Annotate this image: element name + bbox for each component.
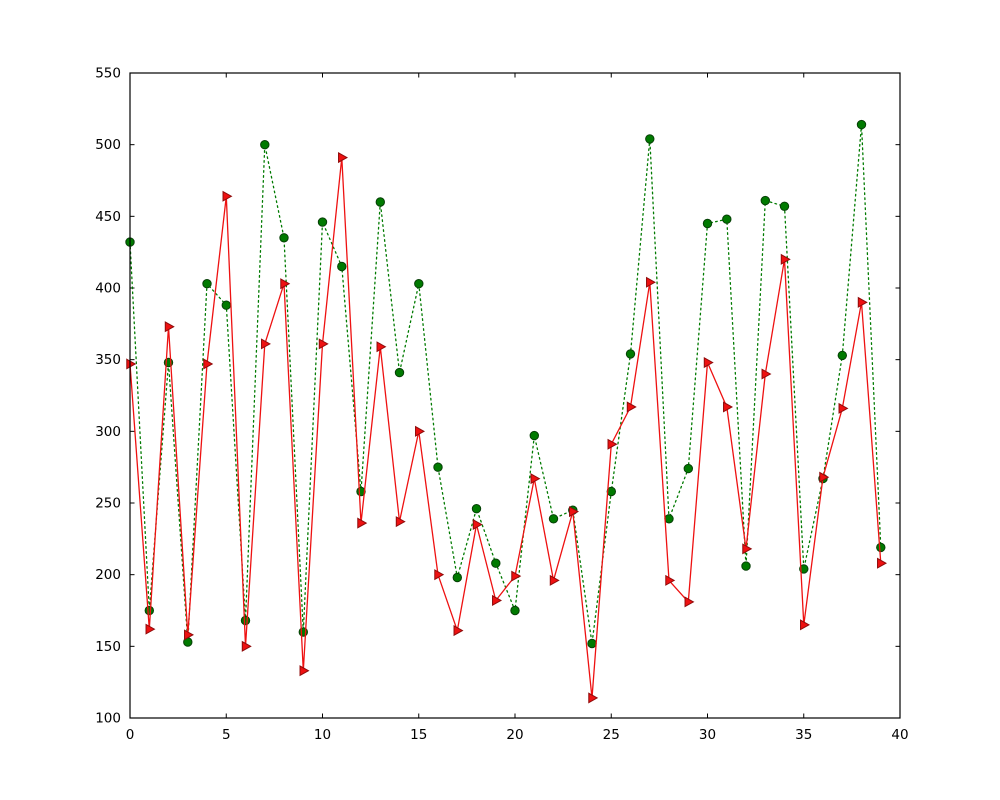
green-dotted-circles-line xyxy=(129,123,882,645)
plot-frame xyxy=(129,72,901,719)
green-dotted-circles-marker xyxy=(664,514,674,524)
red-solid-triangles-marker xyxy=(684,596,695,608)
green-dotted-circles-marker xyxy=(760,195,770,206)
x-tick-label: 35 xyxy=(795,727,812,743)
red-solid-triangles-marker xyxy=(434,569,445,581)
x-tick-label: 25 xyxy=(603,727,620,743)
y-tick-label: 250 xyxy=(95,496,121,512)
green-dotted-circles-marker xyxy=(260,140,270,150)
red-solid-triangles-marker xyxy=(376,341,387,353)
x-tick-label: 40 xyxy=(891,727,908,743)
green-dotted-circles-marker xyxy=(741,561,751,571)
y-tick-label: 200 xyxy=(95,567,121,583)
green-dotted-circles-marker xyxy=(837,350,847,361)
x-tick-label: 0 xyxy=(126,727,135,743)
red-solid-triangles-marker xyxy=(780,253,791,265)
red-solid-triangles-marker xyxy=(549,574,560,586)
y-tick-label: 300 xyxy=(95,424,121,440)
red-solid-triangles-marker xyxy=(703,357,714,369)
green-dotted-circles-marker xyxy=(587,638,597,649)
x-tick-label: 5 xyxy=(222,727,231,743)
green-dotted-circles-marker xyxy=(202,279,212,289)
green-dotted-circles-marker xyxy=(317,217,328,227)
green-dotted-circles-marker xyxy=(799,564,809,574)
red-solid-triangles-marker xyxy=(184,629,194,641)
green-dotted-circles-marker xyxy=(414,279,424,289)
red-solid-triangles-marker xyxy=(164,321,175,333)
red-solid-triangles-marker xyxy=(607,438,618,450)
red-solid-triangles-marker xyxy=(318,338,329,350)
green-dotted-circles-marker xyxy=(394,367,405,378)
green-dotted-circles-marker xyxy=(625,349,636,359)
green-dotted-circles-marker xyxy=(433,462,443,472)
green-dotted-circles-marker xyxy=(529,430,539,441)
red-solid-triangles-marker xyxy=(492,594,502,606)
green-dotted-circles-marker xyxy=(683,463,693,474)
red-solid-triangles-marker xyxy=(761,368,772,380)
x-tick-label: 10 xyxy=(314,727,331,743)
green-dotted-circles-marker xyxy=(279,233,289,243)
green-dotted-circles-marker xyxy=(645,134,655,144)
green-dotted-circles-marker xyxy=(702,218,713,229)
green-dotted-circles-marker xyxy=(722,214,732,224)
red-solid-triangles-marker xyxy=(299,665,310,677)
red-solid-triangles-marker xyxy=(126,358,137,370)
green-dotted-circles-marker xyxy=(144,605,155,616)
red-solid-triangles-marker xyxy=(819,471,830,483)
x-tick-label: 20 xyxy=(506,727,523,743)
red-solid-triangles-marker xyxy=(800,619,810,631)
y-tick-label: 350 xyxy=(95,352,121,368)
y-tick-label: 400 xyxy=(95,281,121,297)
red-solid-triangles-marker xyxy=(261,338,271,350)
red-solid-triangles-marker xyxy=(472,518,483,531)
green-dotted-circles-marker xyxy=(337,261,347,272)
y-tick-label: 150 xyxy=(95,639,121,655)
green-dotted-circles-marker xyxy=(375,197,385,207)
red-solid-triangles-marker xyxy=(626,401,637,413)
red-solid-triangles-marker xyxy=(415,425,425,437)
x-tick-label: 30 xyxy=(699,727,716,743)
red-solid-triangles-marker xyxy=(203,358,214,370)
green-dotted-circles-marker xyxy=(779,201,790,212)
green-dotted-circles-marker xyxy=(548,514,559,524)
green-dotted-circles-marker xyxy=(876,542,886,553)
red-solid-triangles-marker xyxy=(280,278,291,290)
green-dotted-circles-marker xyxy=(491,558,501,568)
green-dotted-circles-marker xyxy=(471,504,482,514)
y-tick-label: 100 xyxy=(95,711,121,727)
red-solid-triangles-marker xyxy=(646,276,656,288)
red-solid-triangles-marker xyxy=(877,557,887,569)
red-solid-triangles-marker xyxy=(588,692,599,704)
green-dotted-circles-marker xyxy=(240,615,251,626)
green-dotted-circles-marker xyxy=(452,572,462,583)
red-solid-triangles-marker xyxy=(723,401,733,413)
red-solid-triangles-marker xyxy=(222,190,233,202)
red-solid-triangles-line xyxy=(129,156,882,699)
red-solid-triangles-marker xyxy=(145,623,156,635)
green-dotted-circles-marker xyxy=(856,119,867,130)
red-solid-triangles-marker xyxy=(857,296,868,308)
x-tick-label: 15 xyxy=(410,727,427,743)
red-solid-triangles-marker xyxy=(338,152,348,164)
green-dotted-circles-marker xyxy=(510,605,520,616)
red-solid-triangles-marker xyxy=(241,640,252,652)
red-solid-triangles-marker xyxy=(742,543,753,555)
y-tick-label: 450 xyxy=(95,209,121,225)
red-solid-triangles-marker xyxy=(453,625,464,637)
red-solid-triangles-marker xyxy=(511,570,522,582)
red-solid-triangles-marker xyxy=(357,517,368,529)
red-solid-triangles-marker xyxy=(569,506,579,518)
red-solid-triangles-marker xyxy=(530,473,541,485)
y-tick-label: 550 xyxy=(95,66,121,82)
green-dotted-circles-marker xyxy=(221,300,232,310)
red-solid-triangles-marker xyxy=(838,402,849,414)
y-tick-label: 500 xyxy=(95,137,121,153)
red-solid-triangles-marker xyxy=(395,516,406,528)
red-solid-triangles-marker xyxy=(665,574,676,586)
